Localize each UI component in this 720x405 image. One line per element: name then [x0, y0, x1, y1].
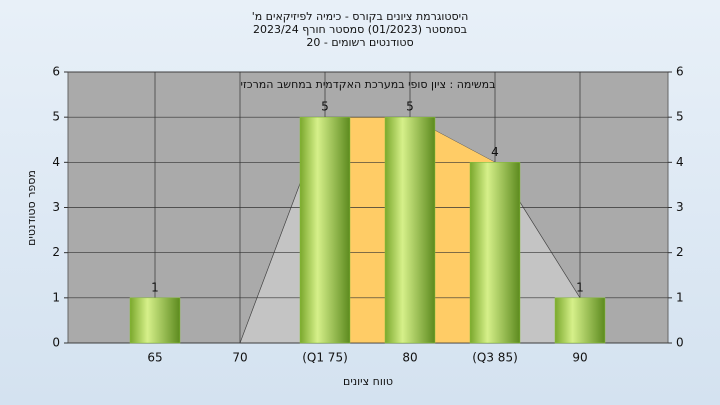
title-line: סטודנטים רשומים - 20 — [306, 36, 413, 49]
annotation: במשימה : ציון סופי במערכת האקדמית במחשב … — [241, 78, 496, 91]
y2-tick-label: 5 — [676, 110, 684, 124]
y-tick-label: 1 — [52, 290, 60, 304]
value-label: 1 — [151, 280, 159, 294]
y-tick-label: 3 — [52, 200, 60, 214]
y-tick-label: 6 — [52, 65, 60, 79]
bar — [554, 297, 606, 344]
bar — [129, 297, 181, 344]
title-line: בסמסטר (01/2023) סמסטר חורף 2023/24 — [253, 23, 467, 36]
bar — [384, 116, 436, 344]
value-label: 1 — [576, 280, 584, 294]
title-line: היסטוגרמת ציונים בקורס - כימיה לפיזיקאים… — [252, 10, 469, 23]
y-axis-label: מספר סטודנטים — [25, 170, 38, 246]
x-tick-label: (Q3 85) — [472, 351, 518, 365]
x-tick-label: 65 — [147, 351, 162, 365]
y2-tick-label: 6 — [676, 65, 684, 79]
value-label: 5 — [406, 100, 414, 114]
y2-tick-label: 2 — [676, 245, 684, 259]
y2-tick-label: 3 — [676, 200, 684, 214]
y-tick-label: 0 — [52, 336, 60, 350]
value-label: 5 — [321, 100, 329, 114]
x-tick-label: 80 — [402, 351, 417, 365]
x-axis-label: טווח ציונים — [343, 375, 393, 388]
y2-tick-label: 1 — [676, 290, 684, 304]
y-tick-label: 2 — [52, 245, 60, 259]
y-tick-label: 5 — [52, 110, 60, 124]
bar — [299, 116, 351, 344]
value-label: 4 — [491, 145, 499, 159]
y-tick-label: 4 — [52, 155, 60, 169]
y2-tick-label: 4 — [676, 155, 684, 169]
x-tick-label: (Q1 75) — [302, 351, 348, 365]
y2-tick-label: 0 — [676, 336, 684, 350]
x-tick-label: 70 — [232, 351, 247, 365]
bar — [469, 162, 521, 344]
x-tick-label: 90 — [572, 351, 587, 365]
